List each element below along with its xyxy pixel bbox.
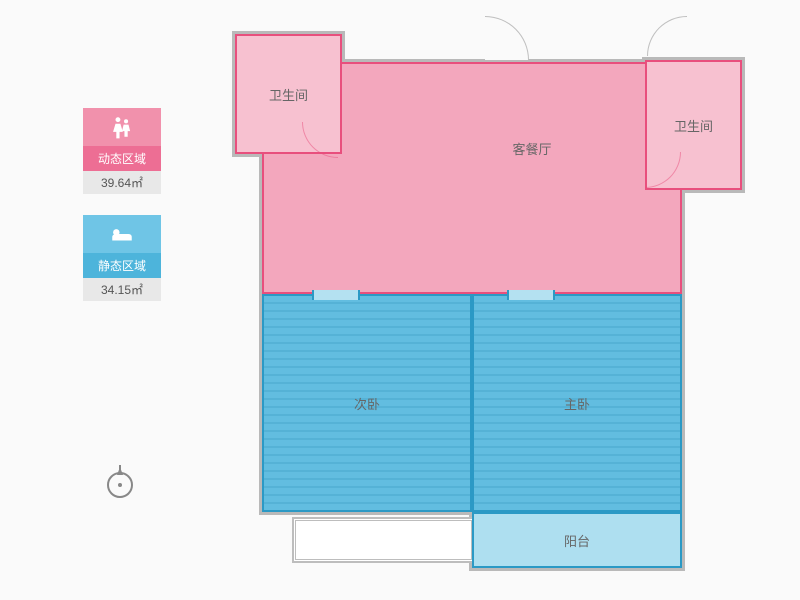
sleep-icon <box>83 215 161 253</box>
legend-dynamic-label: 动态区域 <box>83 146 161 171</box>
door-arc-top1 <box>485 16 529 60</box>
door-arc-top2 <box>647 16 687 56</box>
room-living-label: 客餐厅 <box>512 139 551 158</box>
people-icon <box>83 108 161 146</box>
legend-dynamic: 动态区域 39.64㎡ <box>83 108 161 194</box>
floor-plan: 客餐厅 卫生间 卫生间 次卧 主卧 阳台 <box>207 22 752 578</box>
legend-static: 静态区域 34.15㎡ <box>83 215 161 301</box>
legend-static-value: 34.15㎡ <box>83 278 161 301</box>
room-balcony-label: 阳台 <box>564 531 590 550</box>
room-bed1-label: 主卧 <box>564 394 590 413</box>
room-balcony: 阳台 <box>472 512 682 568</box>
legend-dynamic-value: 39.64㎡ <box>83 171 161 194</box>
legend-static-label: 静态区域 <box>83 253 161 278</box>
door-opening-bed1 <box>507 290 555 300</box>
door-opening-bed2 <box>312 290 360 300</box>
room-wc1-label: 卫生间 <box>269 85 308 104</box>
room-terrace <box>295 520 472 560</box>
room-wc2-label: 卫生间 <box>674 116 713 135</box>
room-bed2: 次卧 <box>262 294 472 512</box>
room-bed2-label: 次卧 <box>354 394 380 413</box>
room-bed1: 主卧 <box>472 294 682 512</box>
compass-icon <box>100 463 140 503</box>
